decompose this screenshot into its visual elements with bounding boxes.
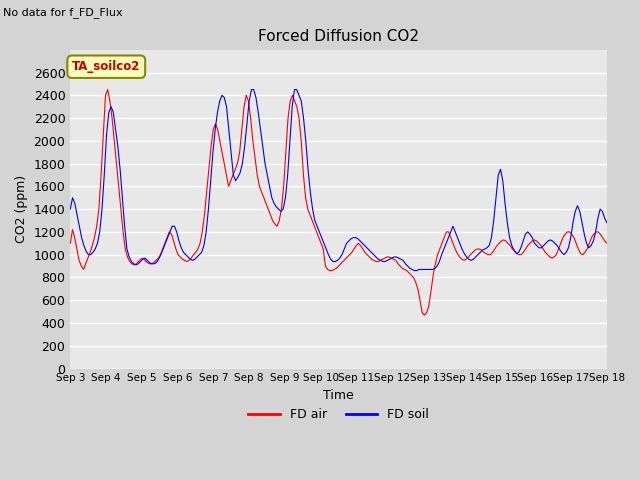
Text: No data for f_FD_Flux: No data for f_FD_Flux	[3, 7, 123, 18]
Legend: FD air, FD soil: FD air, FD soil	[243, 403, 434, 426]
Text: TA_soilco2: TA_soilco2	[72, 60, 140, 73]
X-axis label: Time: Time	[323, 389, 354, 402]
Title: Forced Diffusion CO2: Forced Diffusion CO2	[258, 29, 419, 44]
Y-axis label: CO2 (ppm): CO2 (ppm)	[15, 175, 28, 243]
